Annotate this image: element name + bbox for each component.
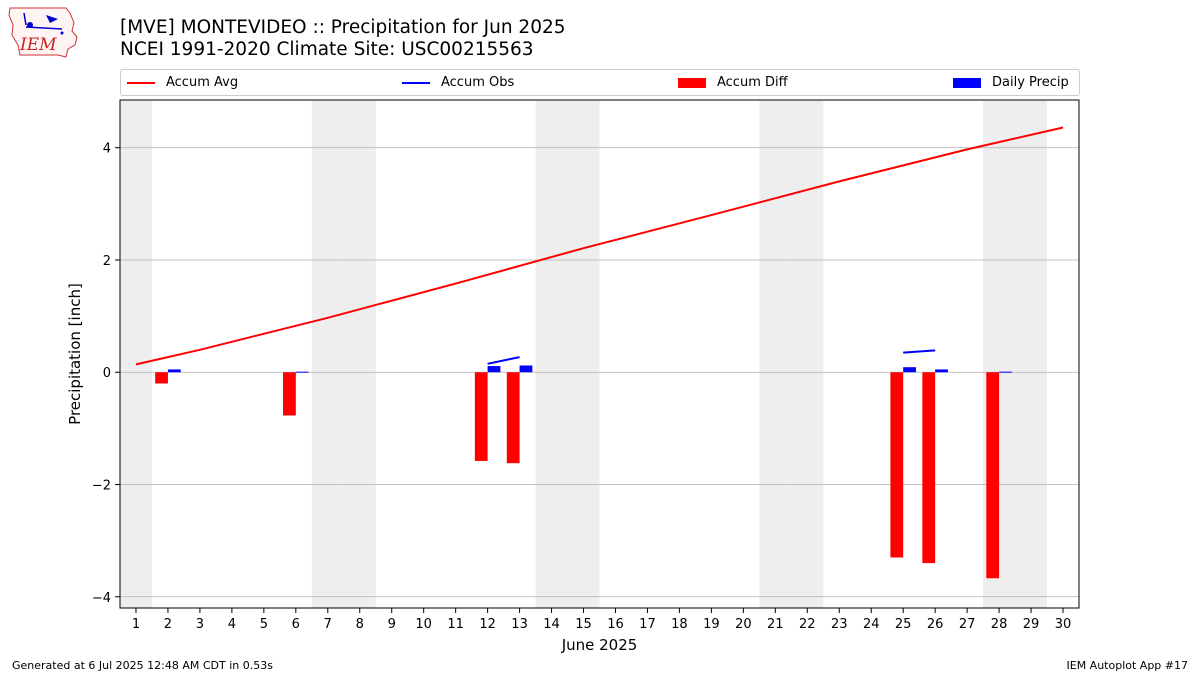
weekend-shade-8 [343, 100, 376, 608]
x-tick-label-4: 4 [228, 617, 236, 632]
legend-swatch-daily-precip [953, 77, 981, 88]
footer-app-text: IEM Autoplot App #17 [1066, 659, 1189, 672]
iem-logo: IEM [8, 7, 78, 58]
chart-title: [MVE] MONTEVIDEO :: Precipitation for Ju… [120, 17, 566, 38]
x-axis-label: June 2025 [561, 636, 638, 654]
y-gridlines [120, 147, 1079, 598]
svg-text:IEM: IEM [19, 35, 57, 55]
accum-obs-line-2 [903, 349, 936, 354]
x-tick-label-26: 26 [927, 617, 944, 632]
x-tick-label-9: 9 [388, 617, 396, 632]
daily-precip-bar-6 [295, 371, 309, 373]
x-tick-label-6: 6 [292, 617, 300, 632]
x-tick-label-3: 3 [196, 617, 204, 632]
legend-swatch-accum-obs [402, 81, 430, 84]
accum-avg-line [135, 126, 1064, 366]
daily-precip-bar-26 [935, 369, 948, 373]
legend-label-daily-precip: Daily Precip [992, 75, 1069, 90]
x-tick-label-30: 30 [1055, 617, 1072, 632]
x-tick-label-20: 20 [735, 617, 752, 632]
accum-diff-bar-26 [922, 372, 936, 564]
x-tick-label-1: 1 [132, 617, 140, 632]
legend-item-daily-precip: Daily Precip [953, 70, 1069, 95]
legend-swatch-accum-avg [127, 81, 155, 84]
accum-diff-bar-28 [986, 372, 1000, 579]
x-tick-label-11: 11 [447, 617, 464, 632]
weekend-shade-7 [311, 100, 344, 608]
x-tick-label-12: 12 [479, 617, 496, 632]
x-tick-label-16: 16 [607, 617, 624, 632]
legend-swatch-accum-diff [678, 77, 706, 88]
x-tick-label-2: 2 [164, 617, 172, 632]
x-tick-label-27: 27 [959, 617, 976, 632]
legend-item-accum-diff: Accum Diff [678, 70, 788, 95]
y-tick-label--2: −2 [92, 479, 111, 494]
weekend-shade-29 [1015, 100, 1048, 608]
x-tick-label-13: 13 [511, 617, 528, 632]
chart-legend: Accum Avg Accum Obs Accum Diff Daily Pre… [120, 69, 1080, 96]
x-axis: 1 2 3 4 5 6 7 8 9 10 11 12 13 14 15 16 17 18 19 20 21 22 23 24 2… [132, 608, 1071, 632]
x-tick-label-14: 14 [543, 617, 560, 632]
accum-diff-bar-12 [474, 372, 488, 461]
weekend-shade-14 [535, 100, 568, 608]
line-series [135, 126, 1064, 366]
x-tick-label-15: 15 [575, 617, 592, 632]
accum-diff-bar-13 [506, 372, 520, 464]
x-tick-label-29: 29 [1023, 617, 1040, 632]
weekend-shade-22 [791, 100, 824, 608]
daily-precip-bar-12 [487, 366, 501, 373]
y-axis: −4 −2 0 2 4 [92, 142, 120, 606]
accum-diff-bar-6 [283, 372, 296, 416]
daily-precip-bar-28 [999, 371, 1012, 373]
y-tick-label-4: 4 [103, 142, 111, 157]
legend-item-accum-avg: Accum Avg [127, 70, 238, 95]
daily-precip-bar-13 [519, 365, 533, 373]
bar-series [155, 365, 1012, 579]
daily-precip-bar-25 [903, 367, 916, 373]
weekend-shade-1 [120, 100, 152, 608]
x-tick-label-8: 8 [356, 617, 364, 632]
x-tick-label-19: 19 [703, 617, 720, 632]
accum-obs-line-1 [487, 356, 520, 365]
x-tick-label-10: 10 [415, 617, 432, 632]
legend-label-accum-avg: Accum Avg [166, 75, 239, 90]
x-tick-label-25: 25 [895, 617, 912, 632]
x-tick-label-21: 21 [767, 617, 784, 632]
weekend-shading [120, 100, 1048, 608]
y-tick-label--4: −4 [92, 591, 111, 606]
daily-precip-bar-2 [167, 369, 181, 373]
accum-diff-bar-25 [890, 372, 904, 558]
x-tick-label-28: 28 [991, 617, 1008, 632]
weekend-shade-15 [567, 100, 600, 608]
x-tick-label-5: 5 [260, 617, 268, 632]
legend-item-accum-obs: Accum Obs [402, 70, 514, 95]
chart-subtitle: NCEI 1991-2020 Climate Site: USC00215563 [120, 39, 534, 60]
legend-label-accum-obs: Accum Obs [441, 75, 515, 90]
y-axis-label: Precipitation [inch] [66, 283, 84, 425]
legend-label-accum-diff: Accum Diff [717, 75, 788, 90]
x-tick-label-18: 18 [671, 617, 688, 632]
x-tick-label-23: 23 [831, 617, 848, 632]
x-tick-label-7: 7 [324, 617, 332, 632]
plot-frame [119, 99, 1080, 609]
y-tick-label-0: 0 [103, 366, 111, 381]
weekend-shade-21 [759, 100, 792, 608]
x-tick-label-24: 24 [863, 617, 880, 632]
footer-generated-text: Generated at 6 Jul 2025 12:48 AM CDT in … [12, 659, 273, 672]
x-tick-label-17: 17 [639, 617, 656, 632]
y-tick-label-2: 2 [103, 254, 111, 269]
x-tick-label-22: 22 [799, 617, 816, 632]
accum-diff-bar-2 [155, 372, 168, 384]
